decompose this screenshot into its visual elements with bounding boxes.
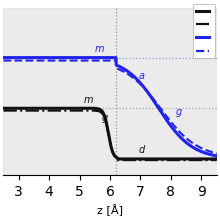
X-axis label: z [Å]: z [Å] bbox=[97, 205, 123, 216]
Text: m: m bbox=[84, 95, 94, 105]
Legend: , , , : , , , bbox=[193, 4, 215, 58]
Text: a: a bbox=[139, 72, 145, 81]
Text: d: d bbox=[139, 145, 145, 154]
Text: g: g bbox=[101, 113, 108, 123]
Text: g: g bbox=[175, 107, 181, 117]
Text: m: m bbox=[95, 44, 104, 54]
